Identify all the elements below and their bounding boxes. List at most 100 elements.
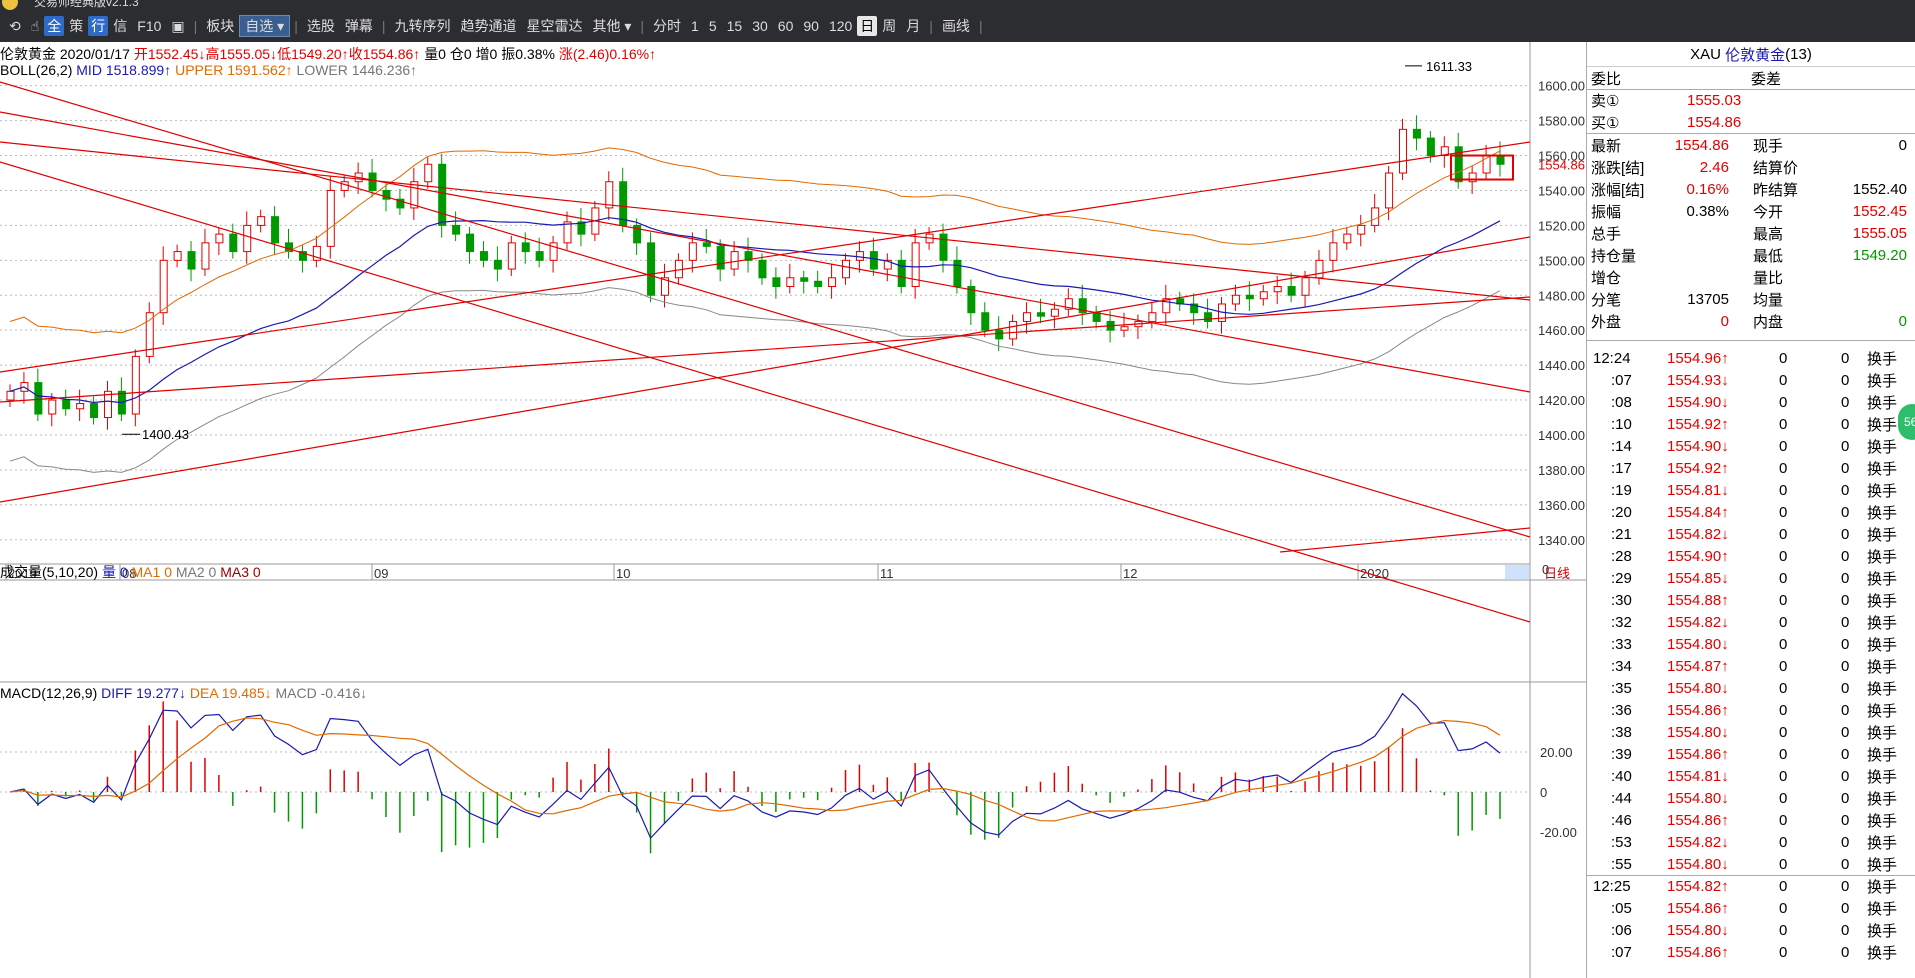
period-tag: 日线 <box>1544 566 1570 581</box>
tab-nine-turn[interactable]: 九转序列 <box>394 18 451 34</box>
candle-body <box>410 181 419 209</box>
candle-body <box>660 277 669 296</box>
quote-panel: XAU 伦敦黄金 (13) 委比 委差 卖① 1555.03 买① 1554.8… <box>1586 42 1915 978</box>
tick-row: :17 1554.92↑ 0 0 换手 <box>1611 459 1898 478</box>
candle-body <box>131 355 140 415</box>
period-15[interactable]: 15 <box>726 18 743 34</box>
candle-body <box>1064 298 1073 310</box>
back-icon[interactable]: ⟲ <box>9 18 21 34</box>
candle-body <box>1120 326 1129 331</box>
tab-info[interactable]: 信 <box>113 18 128 34</box>
period-30[interactable]: 30 <box>752 18 768 34</box>
tab-danmaku[interactable]: 弹幕 <box>344 18 373 34</box>
candle-body <box>396 198 405 209</box>
boll-line: BOLL(26,2) MID 1518.899↑ UPPER 1591.562↑… <box>0 62 418 78</box>
candle-body <box>619 181 628 226</box>
candle-body <box>953 259 962 288</box>
period-intraday[interactable]: 分时 <box>653 18 682 34</box>
period-month[interactable]: 月 <box>906 18 921 34</box>
candle-body <box>911 242 920 288</box>
tick-row: :19 1554.81↓ 0 0 换手 <box>1611 481 1898 500</box>
candle-body <box>312 245 321 261</box>
draw-line-button[interactable]: 画线 <box>941 18 970 34</box>
trend-line <box>0 161 1531 623</box>
stats-row: 总手 最高 1555.05 <box>1591 224 1907 243</box>
trend-line <box>0 141 1531 301</box>
trend-line <box>0 81 1531 538</box>
candle-body <box>939 233 948 261</box>
candle-body <box>1273 286 1282 293</box>
candle-body <box>90 403 99 419</box>
tab-other[interactable]: 其他 ▾ <box>592 18 632 34</box>
candle-body <box>605 181 614 209</box>
candle-body <box>688 242 697 261</box>
candle-body <box>828 277 837 288</box>
tick-row: :53 1554.82↓ 0 0 换手 <box>1611 833 1898 852</box>
candle-body <box>1162 298 1171 314</box>
side-badge[interactable]: 56 <box>1898 404 1915 440</box>
tab-all[interactable]: 全 <box>44 16 65 36</box>
tab-strategy[interactable]: 策 <box>69 18 84 34</box>
period-90[interactable]: 90 <box>803 18 819 34</box>
candle-body <box>159 259 168 314</box>
watchlist-dropdown[interactable]: 自选 ▾ <box>239 15 291 37</box>
period-day[interactable]: 日 <box>857 16 878 36</box>
tab-market[interactable]: 行 <box>88 16 109 36</box>
kline-chart-area[interactable]: 伦敦黄金 2020/01/17 开1552.45↓高1555.05↓低1549.… <box>0 42 1586 978</box>
candle-body <box>883 259 892 270</box>
candle-body <box>521 242 530 253</box>
candle-body <box>201 242 210 270</box>
pointer-icon[interactable]: ☝ <box>30 18 40 34</box>
quote-change: 涨(2.46)0.16%↑ <box>558 46 657 62</box>
candle-body <box>34 382 43 415</box>
candle-body <box>326 189 335 247</box>
candle-body <box>535 251 544 261</box>
symbol-count: (13) <box>1785 45 1812 63</box>
window-title: 交易师经典版v2.1.3 <box>34 0 139 9</box>
last-price-label: 1554.86 <box>1538 158 1585 173</box>
tick-row: :14 1554.90↓ 0 0 换手 <box>1611 437 1898 456</box>
candle-body <box>1454 146 1463 183</box>
candle-body <box>1287 286 1296 296</box>
period-120[interactable]: 120 <box>828 18 853 34</box>
tab-f10[interactable]: F10 <box>137 18 162 34</box>
trend-line <box>0 236 1531 503</box>
candle-body <box>1412 128 1421 139</box>
quote-date: 2020/01/17 <box>59 46 130 62</box>
candle-body <box>173 251 182 261</box>
chart-svg: 1340.00 1360.00 1380.00 1400.00 1420.00 1440.… <box>0 42 1586 978</box>
tab-stock-pick[interactable]: 选股 <box>306 18 335 34</box>
candle-body <box>730 251 739 270</box>
candle-body <box>1092 312 1101 322</box>
tab-trend-channel[interactable]: 趋势通道 <box>460 18 517 34</box>
candle-body <box>1440 146 1449 157</box>
tick-row: :08 1554.90↓ 0 0 换手 <box>1611 393 1898 412</box>
period-60[interactable]: 60 <box>777 18 794 34</box>
weibi-row: 委比 委差 <box>1591 70 1782 88</box>
tick-row: :06 1554.80↓ 0 0 换手 <box>1611 921 1898 940</box>
window-icon[interactable]: ▣ <box>171 18 185 34</box>
period-week[interactable]: 周 <box>882 18 897 34</box>
quote-line: 伦敦黄金 2020/01/17 开1552.45↓高1555.05↓低1549.… <box>0 46 657 62</box>
candle-body <box>1204 312 1213 322</box>
candle-body <box>549 242 558 261</box>
quote-amplitude: 振0.38% <box>501 46 555 62</box>
tick-row: :46 1554.86↑ 0 0 换手 <box>1611 811 1898 830</box>
period-1[interactable]: 1 <box>691 18 699 34</box>
peak-label: 1611.33 <box>1426 59 1472 74</box>
candle-body <box>1009 320 1018 340</box>
period-5[interactable]: 5 <box>708 18 717 34</box>
macd-tick-label: 20.00 <box>1540 745 1573 760</box>
candle-body <box>1399 128 1408 174</box>
tick-list[interactable]: 12:24 1554.96↑ 0 0 换手:07 1554.93↓ 0 0 换手:08 1554.… <box>1587 340 1915 963</box>
buy1-row: 买① 1554.86 <box>1591 113 1742 132</box>
tick-row: 12:24 1554.96↑ 0 0 换手 <box>1593 349 1898 368</box>
tab-radar[interactable]: 星空雷达 <box>526 18 583 34</box>
highlight-box <box>1450 154 1514 181</box>
price-tick-label: 1480.00 <box>1538 288 1585 303</box>
tab-sector[interactable]: 板块 <box>206 18 235 34</box>
quote-open: 1552.45↓ <box>147 46 206 62</box>
trend-line <box>0 111 1531 393</box>
x-tick-label: 2019 <box>8 566 37 581</box>
tick-row: :36 1554.86↑ 0 0 换手 <box>1611 701 1898 720</box>
